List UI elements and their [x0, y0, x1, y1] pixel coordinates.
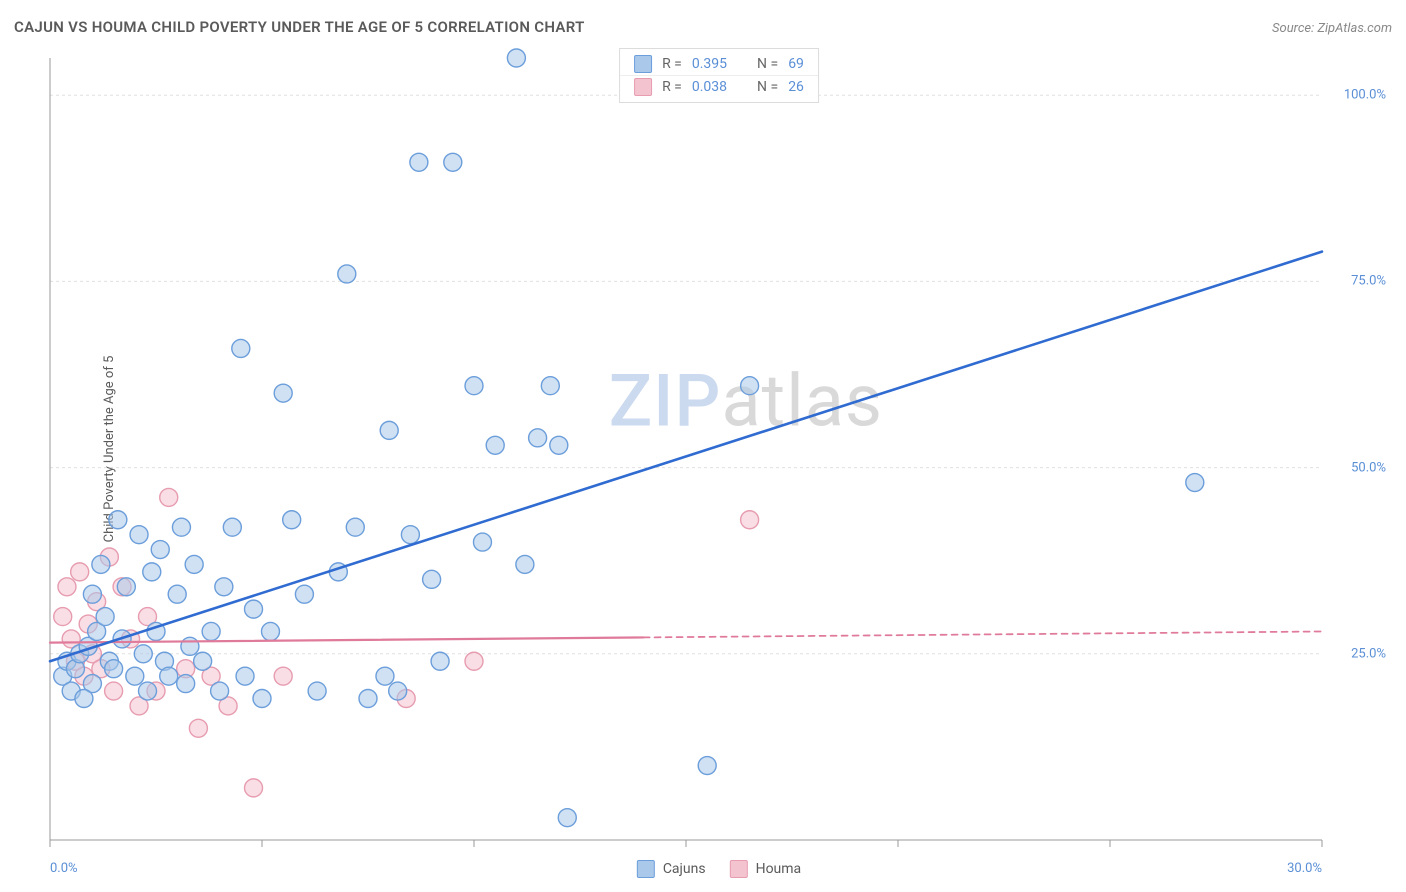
y-tick-label: 25.0% [1351, 646, 1386, 661]
cajuns-r-value: 0.395 [692, 56, 727, 72]
houma-label: Houma [756, 861, 802, 877]
legend-correlation: R = 0.395 N = 69 R = 0.038 N = 26 [619, 48, 819, 103]
houma-r-value: 0.038 [692, 79, 727, 95]
n-label: N = [757, 79, 778, 95]
y-tick-label: 50.0% [1351, 460, 1386, 475]
legend-series: Cajuns Houma [637, 860, 801, 878]
houma-n-value: 26 [788, 79, 804, 95]
chart-header: CAJUN VS HOUMA CHILD POVERTY UNDER THE A… [14, 18, 1392, 36]
source-name: ZipAtlas.com [1317, 21, 1392, 36]
houma-swatch [730, 860, 748, 878]
legend-row-houma: R = 0.038 N = 26 [620, 75, 818, 98]
x-tick-label: 0.0% [50, 861, 78, 876]
source-prefix: Source: [1272, 21, 1317, 36]
cajuns-swatch [637, 860, 655, 878]
chart-title: CAJUN VS HOUMA CHILD POVERTY UNDER THE A… [14, 18, 585, 36]
cajuns-swatch [634, 55, 652, 73]
cajuns-n-value: 69 [788, 56, 804, 72]
scatter-plot [46, 48, 1392, 850]
n-label: N = [757, 56, 778, 72]
legend-row-cajuns: R = 0.395 N = 69 [620, 53, 818, 75]
x-tick-label: 30.0% [1287, 861, 1322, 876]
r-label: R = [662, 56, 682, 72]
y-tick-label: 100.0% [1344, 88, 1386, 103]
legend-item-houma: Houma [730, 860, 802, 878]
r-label: R = [662, 79, 682, 95]
y-tick-label: 75.0% [1351, 274, 1386, 289]
cajuns-label: Cajuns [663, 861, 706, 877]
houma-swatch [634, 78, 652, 96]
legend-item-cajuns: Cajuns [637, 860, 706, 878]
source-attribution: Source: ZipAtlas.com [1272, 21, 1392, 36]
chart-area: Child Poverty Under the Age of 5 ZIPatla… [46, 48, 1392, 850]
